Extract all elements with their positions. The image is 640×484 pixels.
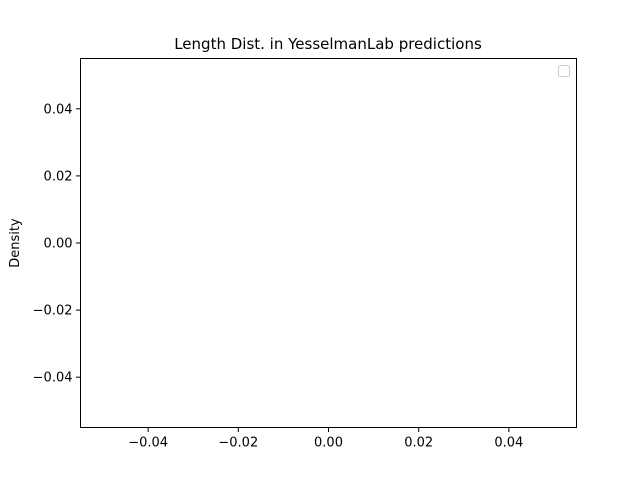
y-tick-label: −0.04 [33,371,73,386]
plot-area-frame [80,58,577,428]
x-tick-label: −0.02 [218,436,258,451]
legend-box [558,65,570,77]
y-tick-label: 0.02 [44,169,73,184]
x-tick-label: 0.00 [314,436,343,451]
y-tick-label: 0.00 [44,237,73,252]
x-tick-label: −0.04 [128,436,168,451]
y-tick-label: 0.04 [44,102,73,117]
x-tick-label: 0.04 [494,436,523,451]
y-axis-label: Density [8,218,23,268]
y-tick-label: −0.02 [33,304,73,319]
chart-title: Length Dist. in YesselmanLab predictions [174,35,482,53]
axis-ticks: −0.04 −0.02 0.00 0.02 0.04 0.04 0.02 0.00 −0.02 −… [33,102,524,450]
x-tick-label: 0.02 [404,436,433,451]
